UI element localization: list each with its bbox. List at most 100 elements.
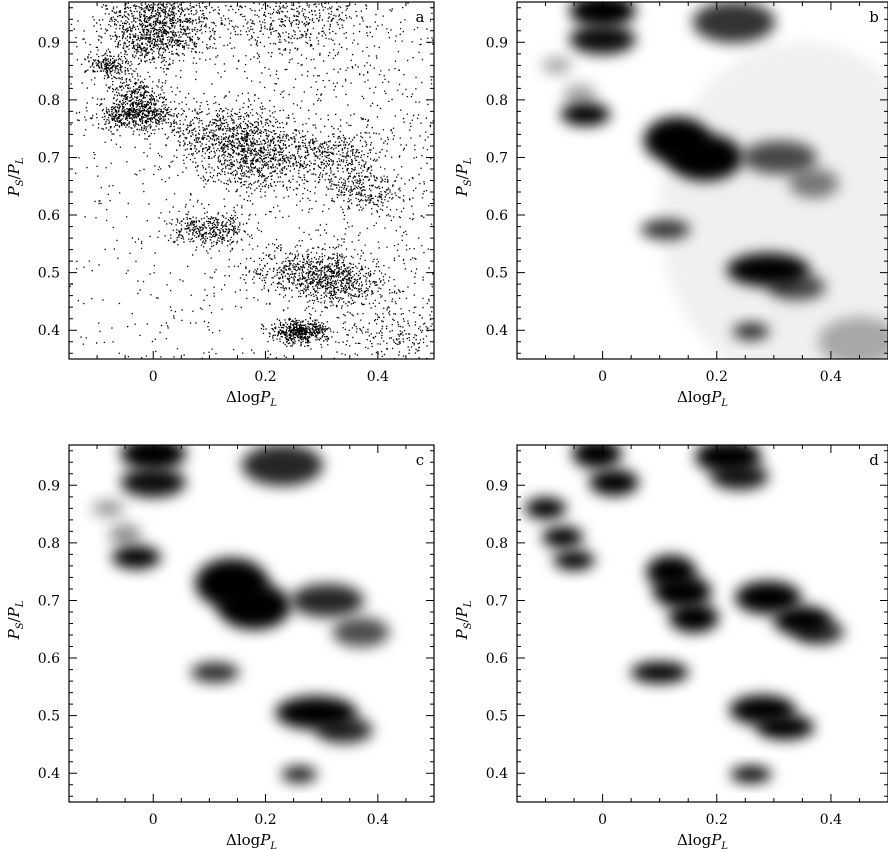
panel-tag: a [416, 8, 425, 26]
density-blob-14 [281, 766, 318, 783]
y-tick-label: 0.9 [486, 35, 508, 51]
density-blob-4 [542, 56, 572, 74]
density-blob-10 [332, 617, 390, 648]
x-tick-label: 0 [598, 812, 607, 828]
density-blob-13 [315, 716, 373, 744]
x-axis-label: ΔlogPL [677, 388, 728, 409]
density-blob-8 [668, 134, 743, 181]
density-blob-1 [120, 445, 186, 471]
density-blob-14 [732, 323, 770, 340]
density-blob-1 [572, 445, 622, 469]
x-tick-label: 0.4 [820, 369, 842, 385]
plot-area [69, 2, 434, 359]
y-tick-label: 0.7 [38, 150, 60, 166]
x-axis-label: ΔlogPL [677, 831, 728, 849]
y-axis-label: PS/PL [453, 600, 474, 640]
scatter-points [69, 2, 434, 359]
y-tick-label: 0.9 [38, 35, 60, 51]
y-tick-label: 0.7 [38, 593, 60, 609]
y-tick-label: 0.8 [486, 93, 508, 109]
density-blob-14 [630, 661, 689, 684]
panel-tag: b [869, 8, 879, 26]
x-tick-label: 0.2 [706, 812, 728, 828]
x-tick-label: 0 [598, 369, 607, 385]
density-blob-4 [92, 499, 125, 517]
density-blob-9 [742, 140, 817, 175]
panel-tag: c [416, 451, 424, 469]
y-tick-label: 0.9 [38, 478, 60, 494]
density-blob-15 [818, 316, 888, 359]
panel-tag-backdrop [410, 450, 430, 470]
density-blob-6 [541, 526, 584, 548]
y-tick-label: 0.8 [38, 536, 60, 552]
y-tick-label: 0.4 [486, 323, 508, 339]
x-tick-label: 0 [149, 369, 158, 385]
density-blob-5 [524, 497, 567, 520]
x-tick-label: 0.4 [820, 812, 842, 828]
x-tick-label: 0.2 [254, 812, 276, 828]
density-blob-10 [669, 602, 719, 633]
density-blob-3 [692, 2, 776, 44]
density-blob-7 [553, 550, 595, 571]
panel-tag-backdrop [410, 7, 430, 27]
axis-ticks [517, 445, 888, 802]
axis-ticks [517, 2, 888, 359]
panel-c: 0 0.2 0.4 0.4 0.5 0.6 0.7 0.8 0.9 ΔlogPL PS/PL c [5, 444, 435, 849]
y-axis-label: PS/PL [5, 600, 26, 640]
y-tick-label: 0.9 [486, 478, 508, 494]
y-tick-label: 0.5 [486, 266, 508, 282]
y-axis-label: PS/PL [453, 157, 474, 197]
y-tick-label: 0.7 [486, 593, 508, 609]
density-blob-11 [190, 662, 240, 683]
x-tick-label: 0.2 [706, 369, 728, 385]
y-tick-label: 0.8 [486, 536, 508, 552]
density-blob-6 [111, 545, 161, 569]
x-tick-label: 0.4 [367, 812, 389, 828]
density-blob-11 [735, 580, 802, 615]
density-layer [542, 2, 888, 359]
y-tick-label: 0.6 [486, 651, 508, 667]
density-blob-11 [640, 219, 691, 240]
density-blob-2 [120, 467, 186, 498]
panel-d: 0 0.2 0.4 0.4 0.5 0.6 0.7 0.8 0.9 ΔlogPL PS/PL d [453, 444, 888, 849]
background-haze [659, 42, 888, 359]
panel-tag-backdrop [864, 450, 884, 470]
y-tick-label: 0.8 [38, 93, 60, 109]
density-blob-6 [560, 102, 611, 126]
axis-ticks [69, 445, 435, 802]
y-tick-label: 0.6 [38, 651, 60, 667]
y-tick-label: 0.4 [38, 323, 60, 339]
density-blob-10 [788, 168, 839, 199]
density-layer [69, 2, 434, 359]
density-blob-2 [569, 24, 636, 55]
density-blob-4 [710, 463, 769, 491]
y-tick-label: 0.4 [486, 766, 508, 782]
y-axis-label: PS/PL [5, 157, 26, 197]
density-blob-5 [108, 524, 142, 545]
panel-tag-backdrop [864, 7, 884, 27]
density-blob-3 [241, 445, 324, 487]
density-blob-9 [290, 583, 364, 618]
density-blob-9 [653, 575, 712, 609]
y-tick-label: 0.6 [486, 208, 508, 224]
density-blob-17 [730, 766, 772, 783]
density-blob-1 [569, 2, 636, 28]
x-axis-label: ΔlogPL [226, 831, 277, 849]
panel-b: 0 0.2 0.4 0.4 0.5 0.6 0.7 0.8 0.9 ΔlogPL PS/PL b [453, 1, 888, 409]
x-tick-label: 0.4 [367, 369, 389, 385]
density-blob-16 [756, 714, 815, 740]
density-blob-8 [217, 582, 291, 630]
y-tick-label: 0.5 [38, 266, 60, 282]
y-tick-label: 0.5 [486, 709, 508, 725]
y-tick-label: 0.7 [486, 150, 508, 166]
density-blob-13 [767, 273, 826, 301]
x-tick-label: 0 [149, 812, 158, 828]
y-tick-label: 0.6 [38, 208, 60, 224]
panel-tag: d [869, 451, 879, 469]
panel-a: 0 0.2 0.4 0.4 0.5 0.6 0.7 0.8 0.9 ΔlogPL PS/PL a [5, 1, 435, 409]
y-tick-label: 0.5 [38, 709, 60, 725]
x-axis-label: ΔlogPL [226, 388, 277, 409]
density-layer [92, 445, 390, 783]
y-tick-label: 0.4 [38, 766, 60, 782]
